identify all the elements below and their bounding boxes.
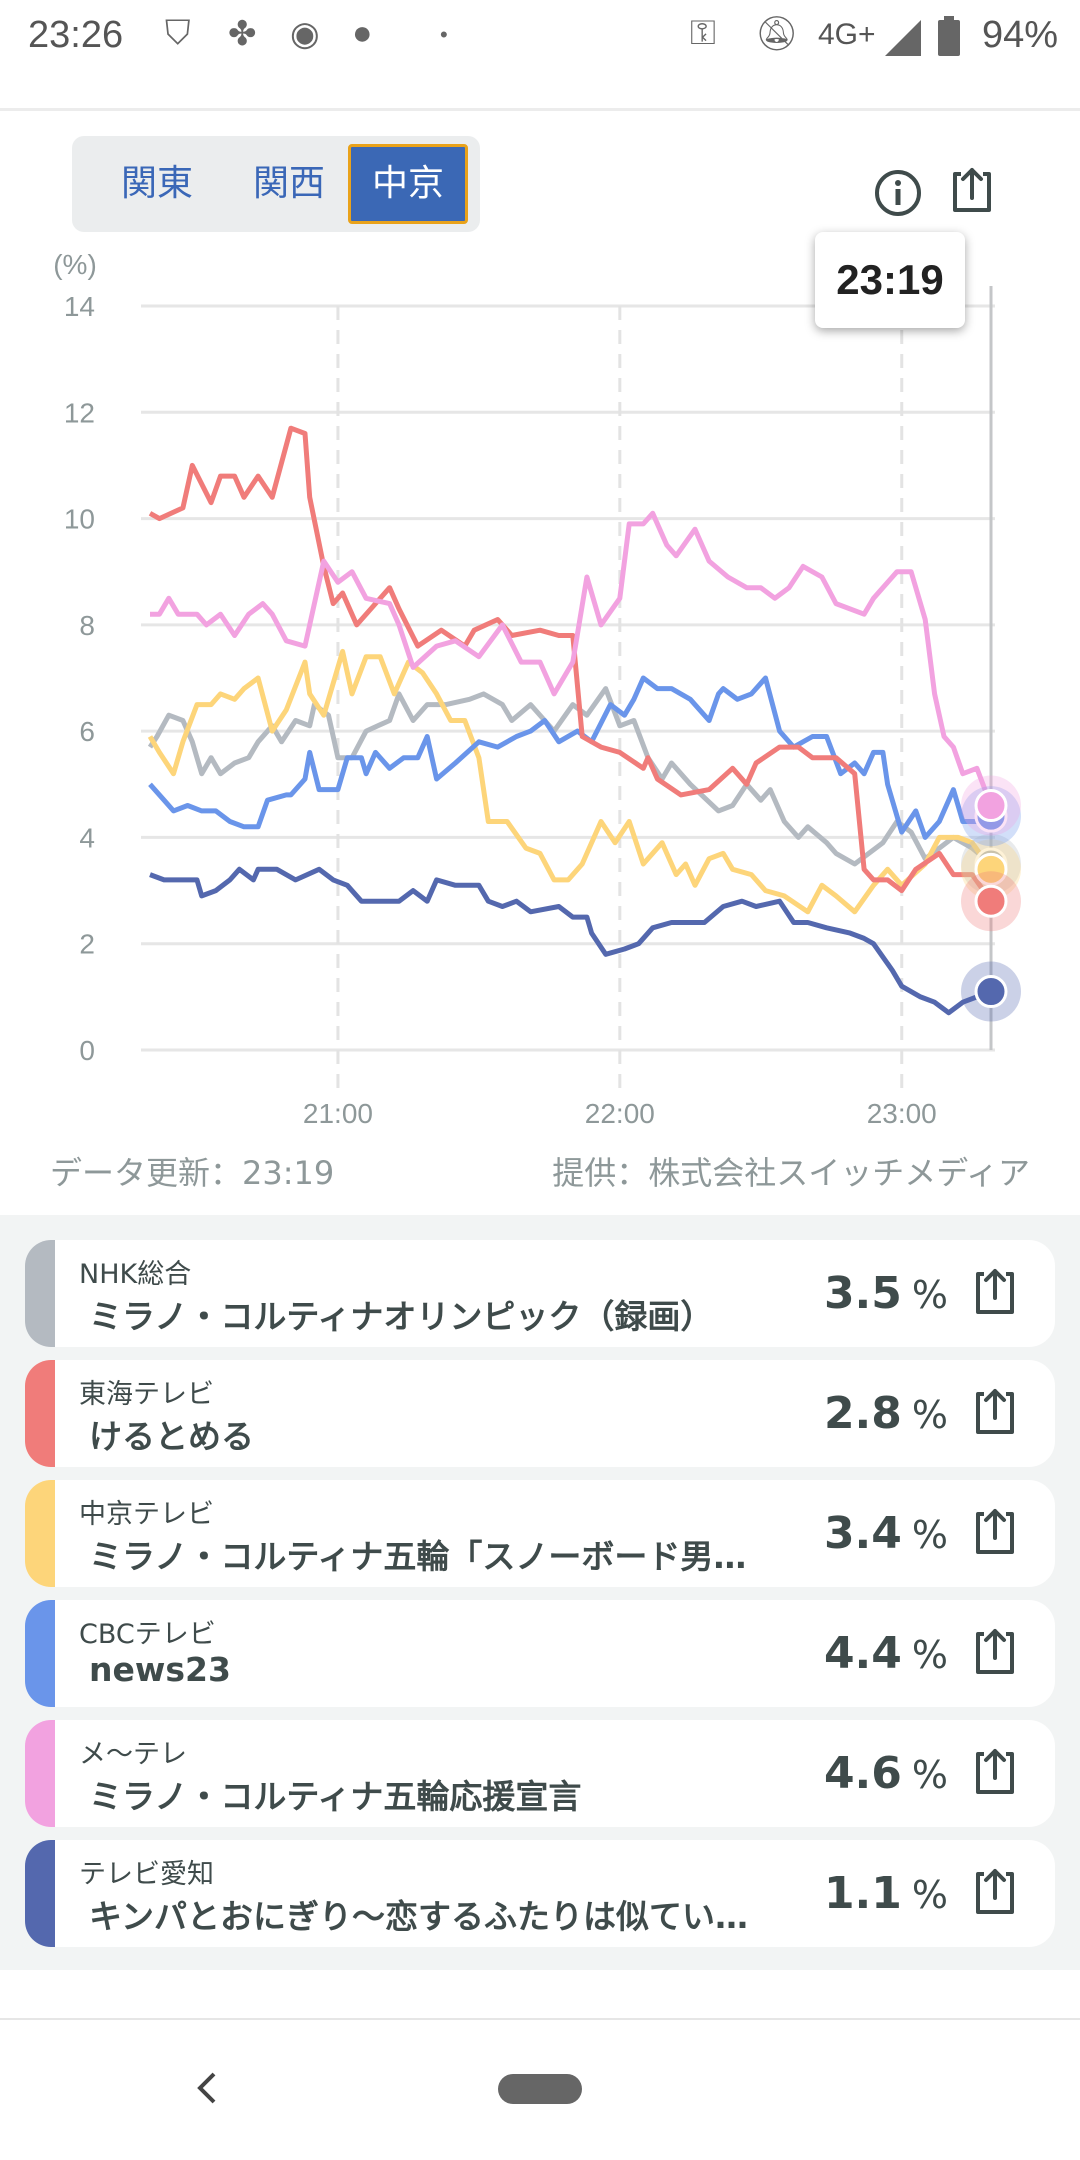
channel-name: 東海テレビ [79, 1379, 214, 1410]
share-icon[interactable] [970, 1628, 1020, 1678]
share-icon[interactable] [970, 1508, 1020, 1558]
x-tick-label: 23:00 [867, 1098, 937, 1129]
share-icon[interactable] [970, 1748, 1020, 1798]
y-tick-label: 2 [79, 929, 95, 960]
rating-unit: % [911, 1633, 948, 1677]
rating-value: 2.8% [824, 1388, 948, 1439]
channel-color-bar [25, 1360, 55, 1467]
channel-name: NHK総合 [79, 1259, 192, 1290]
channel-card[interactable]: NHK総合 ミラノ・コルティナオリンピック（録画） 3.5% [25, 1240, 1055, 1347]
channel-card[interactable]: メ〜テレ ミラノ・コルティナ五輪応援宣言 4.6% [25, 1720, 1055, 1827]
series-end-dot [974, 975, 1008, 1009]
rating-number: 3.5 [823, 1268, 902, 1319]
region-tabs: 関東 関西 中京 [72, 136, 480, 232]
y-tick-label: 0 [79, 1035, 95, 1066]
rating-unit: % [911, 1273, 948, 1317]
channel-name: 中京テレビ [79, 1499, 214, 1530]
channel-color-bar [25, 1600, 55, 1707]
series-line [147, 648, 994, 915]
y-tick-label: 4 [79, 822, 95, 853]
program-title: キンパとおにぎり〜恋するふたりは似ていない〜 [89, 1897, 779, 1936]
x-tick-label: 21:00 [303, 1098, 373, 1129]
y-tick-label: 10 [64, 504, 95, 535]
program-title: ミラノ・コルティナオリンピック（録画） [89, 1297, 714, 1336]
series-line [148, 425, 994, 903]
chat-plus-icon: ● [352, 14, 373, 52]
rating-number: 4.6 [823, 1748, 902, 1799]
channel-color-bar [25, 1240, 55, 1347]
channel-name: CBCテレビ [79, 1619, 216, 1650]
provider-label: 提供：株式会社スイッチメディア [552, 1154, 1030, 1192]
rating-value: 3.5% [824, 1268, 948, 1319]
channel-color-bar [25, 1720, 55, 1827]
series-end-dot [974, 789, 1008, 823]
share-icon[interactable] [970, 1388, 1020, 1438]
info-icon[interactable] [873, 168, 923, 218]
nav-divider [0, 2018, 1080, 2020]
shield-icon: ⛉ [165, 14, 191, 52]
vpn-key-icon: ⚿ [690, 14, 716, 52]
y-axis-label: (%) [53, 250, 97, 280]
channel-card[interactable]: CBCテレビ news23 4.4% [25, 1600, 1055, 1707]
channel-name: テレビ愛知 [79, 1859, 214, 1890]
rating-unit: % [911, 1753, 948, 1797]
series-line [147, 686, 993, 867]
program-title: news23 [89, 1650, 231, 1689]
series-end-dot [974, 852, 1008, 886]
share-icon[interactable] [947, 166, 997, 216]
status-time: 23:26 [28, 14, 124, 56]
fan-icon: ✤ [228, 15, 257, 53]
rating-value: 1.1% [824, 1868, 948, 1919]
rating-number: 4.4 [823, 1628, 902, 1679]
channel-card[interactable]: 中京テレビ ミラノ・コルティナ五輪「スノーボード男子ビッグエア決勝」 3.4% [25, 1480, 1055, 1587]
data-updated-label: データ更新：23:19 [50, 1154, 335, 1192]
program-title: けるとめる [89, 1417, 254, 1456]
status-bar: 23:26 ⛉ ✤ ◉ ● • ⚿ 🔕︎ 4G+ 94% [0, 0, 1080, 75]
x-tick-label: 22:00 [585, 1098, 655, 1129]
rating-unit: % [911, 1513, 948, 1557]
tab-chukyo[interactable]: 中京 [348, 144, 468, 224]
disc-alert-icon: ◉ [290, 15, 320, 53]
time-tooltip: 23:19 [815, 232, 965, 328]
series-line [149, 866, 992, 1016]
channel-color-bar [25, 1480, 55, 1587]
series-line [150, 510, 994, 807]
rating-unit: % [911, 1393, 948, 1437]
rating-number: 3.4 [823, 1508, 902, 1559]
rating-value: 4.4% [824, 1628, 948, 1679]
channel-list: NHK総合 ミラノ・コルティナオリンピック（録画） 3.5% 東海テレビ けると… [0, 1215, 1080, 1970]
battery-level: 94% [981, 14, 1058, 56]
series-line [148, 675, 992, 840]
program-title: ミラノ・コルティナ五輪応援宣言 [89, 1777, 582, 1816]
tab-kanto[interactable]: 関東 [120, 163, 193, 204]
back-icon[interactable] [192, 2070, 222, 2106]
share-icon[interactable] [970, 1868, 1020, 1918]
channel-card[interactable]: 東海テレビ けるとめる 2.8% [25, 1360, 1055, 1467]
y-tick-label: 14 [64, 291, 95, 322]
channel-card[interactable]: テレビ愛知 キンパとおにぎり〜恋するふたりは似ていない〜 1.1% [25, 1840, 1055, 1947]
y-tick-label: 12 [64, 397, 95, 428]
program-title: ミラノ・コルティナ五輪「スノーボード男子ビッグエア決勝」 [89, 1537, 779, 1576]
signal-icon [885, 20, 921, 56]
ratings-chart[interactable]: (%) 0 2 4 6 8 10 12 14 21:00 22:00 23:00 [0, 250, 1080, 1130]
tab-kansai[interactable]: 関西 [252, 163, 325, 204]
rating-value: 4.6% [824, 1748, 948, 1799]
share-icon[interactable] [970, 1268, 1020, 1318]
y-tick-label: 6 [79, 716, 95, 747]
bell-off-icon: 🔕︎ [755, 15, 799, 53]
battery-icon [938, 16, 960, 56]
home-pill[interactable] [498, 2074, 582, 2104]
rating-unit: % [911, 1873, 948, 1917]
rating-number: 2.8 [823, 1388, 902, 1439]
channel-color-bar [25, 1840, 55, 1947]
more-notifications-icon: • [440, 22, 448, 47]
rating-value: 3.4% [824, 1508, 948, 1559]
divider [0, 108, 1080, 111]
y-tick-label: 8 [79, 610, 95, 641]
series-end-dot [974, 884, 1008, 918]
rating-number: 1.1 [823, 1868, 902, 1919]
channel-name: メ〜テレ [79, 1739, 187, 1770]
network-type: 4G+ [818, 18, 876, 51]
